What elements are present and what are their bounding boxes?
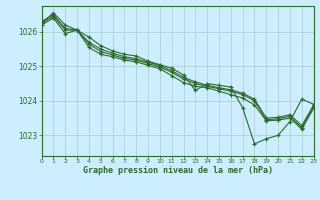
X-axis label: Graphe pression niveau de la mer (hPa): Graphe pression niveau de la mer (hPa) <box>83 166 273 175</box>
